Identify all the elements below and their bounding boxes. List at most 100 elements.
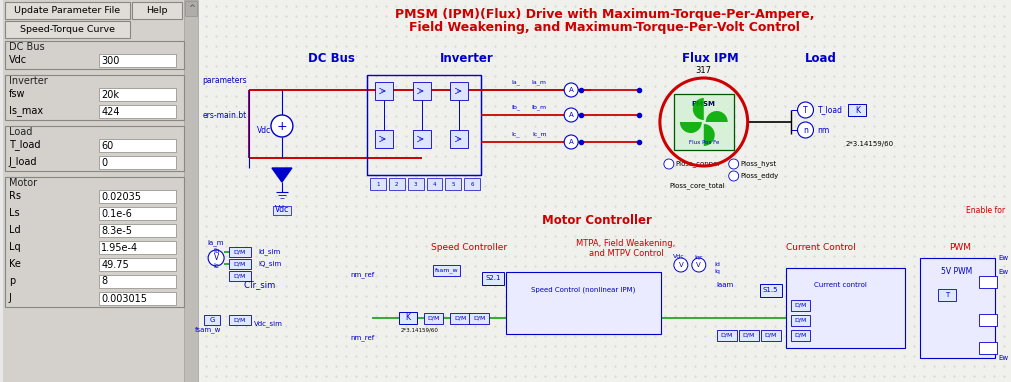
Text: Ib_m: Ib_m	[532, 104, 547, 110]
Text: Ld: Ld	[9, 225, 20, 235]
Circle shape	[692, 258, 706, 272]
Bar	[791, 314, 811, 325]
Circle shape	[564, 135, 578, 149]
Text: D/M: D/M	[721, 332, 733, 338]
Text: Rs: Rs	[9, 191, 20, 201]
Text: nm_ref: nm_ref	[351, 272, 375, 278]
FancyBboxPatch shape	[5, 21, 130, 38]
Bar	[99, 241, 176, 254]
Text: Ew: Ew	[998, 269, 1008, 275]
Text: 0.003015: 0.003015	[101, 293, 148, 304]
Circle shape	[564, 108, 578, 122]
Text: Current control: Current control	[814, 282, 866, 288]
Text: 0.02035: 0.02035	[101, 191, 142, 201]
Text: 300: 300	[101, 55, 119, 65]
Text: D/M: D/M	[454, 316, 467, 320]
Text: D/M: D/M	[473, 316, 485, 320]
Text: 60: 60	[101, 141, 113, 151]
Bar	[99, 105, 176, 118]
Text: Ploss_copper: Ploss_copper	[676, 160, 721, 167]
Bar	[388, 178, 404, 190]
Bar	[760, 330, 780, 340]
Bar	[446, 178, 461, 190]
Text: D/M: D/M	[795, 332, 807, 338]
Text: 1.95e-4: 1.95e-4	[101, 243, 139, 253]
Text: V: V	[697, 262, 702, 268]
Bar	[370, 178, 385, 190]
Text: Vdc: Vdc	[673, 254, 684, 259]
Text: Id_sim: Id_sim	[258, 249, 280, 256]
Text: Inverter: Inverter	[9, 76, 48, 86]
Text: DC Bus: DC Bus	[9, 42, 44, 52]
Bar	[99, 190, 176, 203]
Bar	[99, 207, 176, 220]
Circle shape	[564, 83, 578, 97]
Text: PMSM: PMSM	[692, 101, 716, 107]
Text: 6: 6	[471, 181, 474, 186]
Bar	[482, 272, 504, 285]
Text: 0: 0	[101, 157, 107, 167]
Circle shape	[208, 250, 224, 266]
Text: Vdc_sim: Vdc_sim	[254, 320, 283, 327]
Text: Update Parameter File: Update Parameter File	[14, 6, 120, 15]
Text: PWM: PWM	[949, 243, 972, 251]
Text: 2: 2	[395, 181, 398, 186]
Text: Load: Load	[805, 52, 836, 65]
Text: Ic: Ic	[213, 263, 219, 269]
Bar	[979, 276, 997, 288]
Bar	[204, 315, 220, 325]
Bar	[407, 178, 424, 190]
Wedge shape	[693, 98, 704, 120]
Bar	[185, 1, 197, 16]
Text: Ke: Ke	[9, 259, 20, 269]
Bar	[739, 330, 758, 340]
Text: T: T	[945, 292, 949, 298]
Bar	[99, 292, 176, 305]
Bar	[451, 82, 468, 100]
Text: IQ_sim: IQ_sim	[258, 261, 281, 267]
Text: Ploss_core_total: Ploss_core_total	[669, 183, 725, 189]
Text: D/M: D/M	[234, 249, 247, 254]
Text: Iqr: Iqr	[695, 254, 703, 259]
Text: D/M: D/M	[764, 332, 776, 338]
Bar	[412, 130, 431, 148]
Bar	[398, 312, 417, 324]
Text: D/M: D/M	[795, 317, 807, 322]
Bar	[5, 41, 184, 69]
Bar	[198, 0, 1011, 382]
Bar	[367, 75, 481, 175]
Text: Help: Help	[147, 6, 168, 15]
Circle shape	[729, 159, 739, 169]
Text: Lq: Lq	[9, 242, 20, 252]
Circle shape	[798, 102, 814, 118]
Bar	[99, 275, 176, 288]
Text: S2.1: S2.1	[485, 275, 501, 281]
Bar	[717, 330, 737, 340]
Text: Ia_: Ia_	[512, 79, 521, 85]
Bar	[99, 224, 176, 237]
Bar	[427, 178, 443, 190]
Text: Ic_: Ic_	[512, 131, 520, 137]
Text: Load: Load	[9, 127, 32, 137]
Text: T_load: T_load	[9, 139, 40, 151]
Bar	[99, 88, 176, 101]
Text: V: V	[678, 262, 683, 268]
Bar	[433, 264, 460, 275]
Text: J: J	[9, 293, 11, 303]
Bar	[375, 82, 392, 100]
Bar	[229, 271, 251, 281]
Text: 5V PWM: 5V PWM	[941, 267, 973, 277]
Text: 424: 424	[101, 107, 120, 117]
Text: A: A	[569, 87, 573, 93]
Text: K: K	[855, 105, 860, 115]
Text: fsw: fsw	[9, 89, 25, 99]
Text: A: A	[569, 139, 573, 145]
Text: 8: 8	[101, 277, 107, 286]
Bar	[5, 177, 184, 307]
Text: nm_ref: nm_ref	[351, 335, 375, 342]
Text: Inverter: Inverter	[440, 52, 493, 65]
Text: Vdc: Vdc	[257, 126, 271, 134]
Text: Current Control: Current Control	[786, 243, 855, 251]
Bar	[674, 94, 734, 150]
Text: Vdc: Vdc	[275, 205, 289, 214]
